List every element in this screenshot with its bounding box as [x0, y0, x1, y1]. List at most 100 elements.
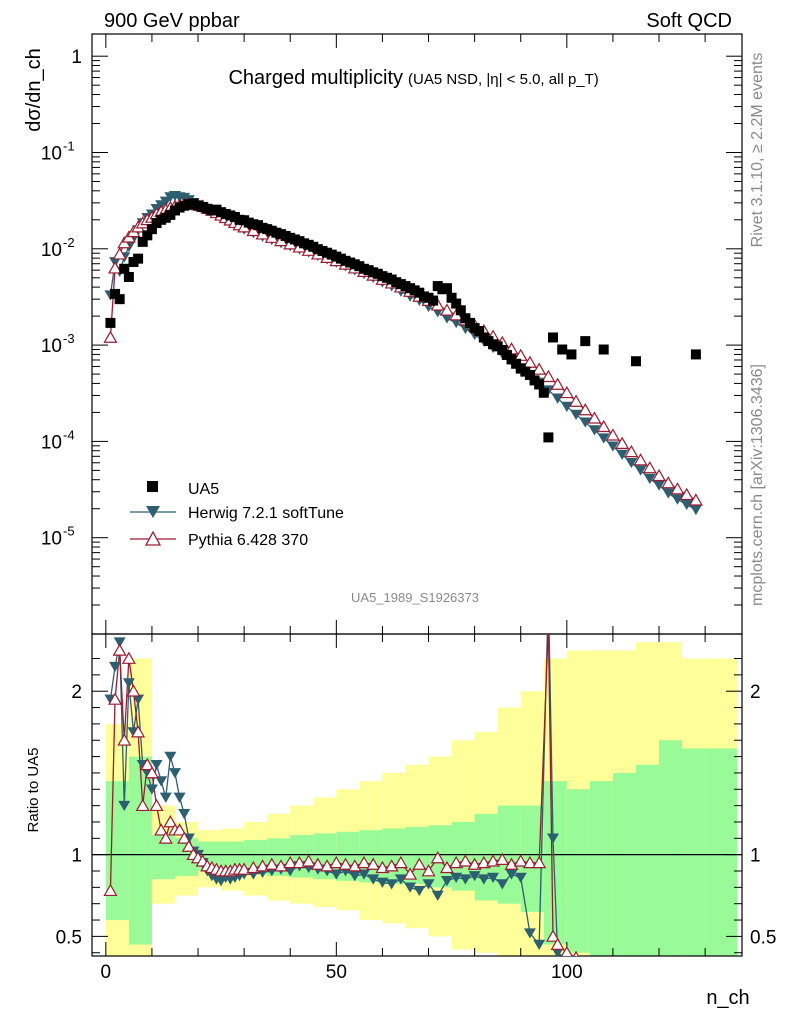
legend-herwig-label: Herwig 7.2.1 softTune [188, 505, 344, 522]
inner-band-bin [682, 748, 706, 956]
ratio-y-axis-label: Ratio to UA5 [25, 747, 42, 832]
herwig-point [625, 457, 638, 469]
legend-pythia-marker [144, 530, 162, 546]
y-tick-exponent: -4 [63, 427, 75, 442]
ua5-point [441, 283, 452, 294]
ua5-point [465, 317, 476, 328]
herwig-ratio-point [431, 890, 444, 901]
pythia-ratio-point [356, 855, 372, 869]
pythia-ratio-point [117, 733, 132, 746]
herwig-point [579, 417, 592, 428]
ratio-plot-panel [91, 633, 743, 957]
herwig-ratio-point [422, 879, 435, 890]
pythia-point [569, 394, 584, 407]
ua5-point [137, 236, 148, 247]
pythia-ratio-point [504, 857, 519, 870]
pythia-ratio-point [301, 854, 316, 867]
herwig-point [643, 473, 656, 485]
pythia-ratio-point [246, 860, 261, 874]
pythia-ratio-point [273, 859, 289, 872]
pythia-ratio-point [126, 684, 141, 697]
herwig-ratio-point [164, 751, 177, 762]
ua5-point [547, 332, 558, 343]
ua5-point [524, 369, 535, 380]
inner-band-bin [612, 772, 636, 956]
inner-band-bin [520, 805, 544, 912]
pythia-point [596, 419, 611, 433]
herwig-ratio-point [404, 882, 417, 893]
data-marks [103, 191, 703, 956]
y-tick-exponent: -5 [63, 524, 75, 539]
inner-band-bin [589, 781, 613, 956]
herwig-ratio-point [487, 872, 500, 883]
legend-ua5-marker [147, 481, 158, 492]
herwig-point [662, 488, 675, 499]
ua5-point [538, 387, 549, 398]
pythia-point [103, 330, 118, 343]
herwig-ratio-point [150, 759, 163, 771]
pythia-point [108, 261, 123, 274]
pythia-ratio-point [467, 857, 482, 870]
pythia-ratio-point [573, 950, 580, 956]
inner-band-bin [128, 756, 152, 945]
y-tick-label: 10 [41, 432, 62, 453]
pythia-ratio-point [181, 839, 196, 852]
legend-herwig-marker [146, 506, 160, 518]
pythia-point [624, 444, 639, 458]
pythia-point [633, 453, 648, 466]
pythia-ratio-point [112, 643, 127, 656]
herwig-ratio-point [477, 874, 490, 885]
pythia-point [246, 223, 261, 237]
pythia-ratio-point [237, 862, 252, 875]
herwig-point [689, 504, 702, 516]
pythia-ratio-point [255, 859, 270, 872]
pythia-point [651, 468, 667, 482]
herwig-point [606, 441, 619, 452]
herwig-point [597, 433, 610, 444]
herwig-ratio-point [546, 833, 559, 844]
pythia-ratio-point [264, 857, 279, 870]
pythia-ratio-point [421, 864, 436, 877]
pythia-ratio-point [561, 945, 573, 956]
ua5-point [114, 294, 125, 305]
ua5-point [446, 292, 457, 303]
pythia-ratio-point [532, 855, 547, 869]
ua5-point [146, 224, 157, 235]
herwig-point [570, 409, 583, 420]
pythia-point [679, 487, 694, 501]
herwig-ratio-point [496, 879, 509, 890]
ua5-point [455, 305, 466, 316]
herwig-ratio-point [450, 872, 463, 883]
pythia-ratio-point [135, 798, 150, 812]
x-tick-label: 0 [101, 962, 112, 983]
y-tick-exponent: -1 [63, 138, 75, 153]
ua5-point [428, 295, 439, 306]
herwig-ratio-point [132, 694, 145, 705]
pythia-ratio-point [310, 857, 325, 870]
ua5-point [690, 349, 701, 360]
inner-band-bin [221, 841, 245, 872]
y-tick-label: 10 [41, 336, 62, 357]
pythia-point [661, 476, 676, 489]
chart-subtitle: (UA5 NSD, |η| < 5.0, all p_T) [408, 71, 599, 88]
pythia-point [670, 482, 685, 495]
y-tick-label: 10 [41, 143, 62, 164]
ua5-point [133, 253, 144, 264]
pythia-ratio-point [495, 852, 510, 865]
herwig-point [560, 401, 573, 412]
herwig-ratio-point [440, 876, 453, 887]
header-right-label: Soft QCD [646, 10, 732, 32]
pythia-ratio-point [144, 766, 159, 779]
herwig-point [680, 499, 693, 511]
x-tick-label: 100 [551, 962, 583, 983]
herwig-ratio-point [348, 871, 361, 882]
ua5-point [566, 349, 577, 360]
pythia-point [532, 362, 547, 375]
pythia-ratio-point [140, 757, 155, 771]
y-tick-exponent: -3 [63, 331, 75, 346]
pythia-ratio-point [108, 692, 123, 705]
herwig-ratio-point [357, 869, 370, 880]
pythia-ratio-point [121, 651, 136, 664]
pythia-point [615, 436, 630, 449]
ua5-point [580, 336, 591, 347]
